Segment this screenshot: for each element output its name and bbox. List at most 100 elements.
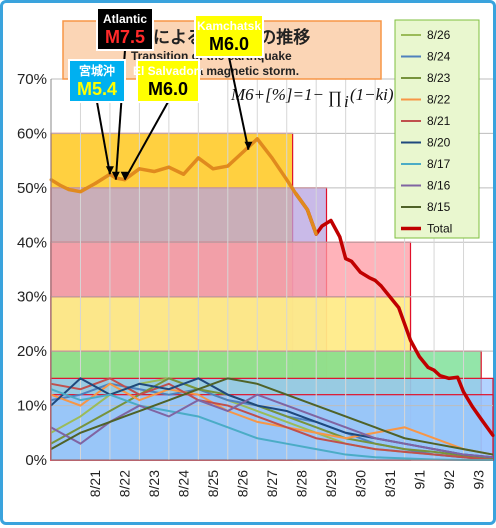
total-point xyxy=(314,232,318,236)
series-line-8-16 xyxy=(50,393,494,459)
total-point xyxy=(408,338,412,342)
formula: M6+[%]=1− ∏ i (1−ki) xyxy=(230,85,394,111)
x-tick-label: 9/2 xyxy=(441,470,457,490)
callout-arrow xyxy=(96,101,111,175)
x-tick-label: 8/24 xyxy=(176,470,192,497)
axes: 0% 10% 20% 30% 40% 50% 60% 70% 8/21 8/22 8/23 8/24 8… xyxy=(17,71,493,497)
legend-label: 8/24 xyxy=(427,50,451,64)
total-point xyxy=(491,434,495,438)
x-tick-label: 9/1 xyxy=(411,470,427,490)
total-point xyxy=(182,172,186,176)
callout-magnitude: M6.0 xyxy=(209,34,249,54)
series-line-8-17 xyxy=(50,388,493,461)
total-line-orange xyxy=(50,137,318,235)
total-point xyxy=(479,417,483,421)
legend-label: 8/20 xyxy=(427,136,451,150)
total-point xyxy=(58,183,62,187)
total-point xyxy=(367,276,371,280)
total-point xyxy=(417,355,421,359)
total-point xyxy=(320,224,324,228)
callout-arrowhead xyxy=(244,141,253,150)
y-tick-label: 30% xyxy=(17,289,47,306)
total-point xyxy=(285,178,289,182)
series-line-8-23 xyxy=(50,377,494,460)
callout-box xyxy=(68,59,126,103)
legend-label: Total xyxy=(427,222,452,236)
total-point xyxy=(255,137,259,141)
y-tick-label: 20% xyxy=(17,343,47,360)
x-tick-label: 9/3 xyxy=(470,470,486,490)
series-line-8-15 xyxy=(50,377,494,456)
legend-label: 8/23 xyxy=(427,71,451,85)
earthquake-probability-chart: 0%10%20%30%40%50%60%70%8/21 8/22 8/23 8/24 8… xyxy=(17,7,495,497)
callout-arrowhead xyxy=(105,166,114,175)
callout-magnitude: M7.5 xyxy=(105,27,145,47)
series-lines xyxy=(50,377,494,461)
x-tick-label: 8/26 xyxy=(235,470,251,497)
total-point xyxy=(305,208,309,212)
callout-box xyxy=(136,59,200,103)
total-point xyxy=(67,187,71,191)
formula-prod: ∏ xyxy=(328,88,342,107)
x-tick-label: 8/22 xyxy=(117,470,133,497)
total-point xyxy=(350,259,354,263)
x-tick-label: 8/31 xyxy=(382,470,398,497)
total-point xyxy=(447,376,451,380)
x-tick-label: 8/27 xyxy=(264,470,280,497)
callout-box xyxy=(194,14,264,58)
y-tick-label: 60% xyxy=(17,125,47,142)
total-point xyxy=(470,405,474,409)
formula-lhs: M6+[%]=1− xyxy=(230,85,324,104)
series-line-8-21 xyxy=(50,377,494,461)
total-point xyxy=(167,165,171,169)
callout-arrow xyxy=(228,56,250,150)
total-point xyxy=(462,390,466,394)
formula-rhs: (1−ki) xyxy=(350,85,394,104)
legend: 8/26 8/24 8/23 8/22 8/21 8/20 8/17 8/16 8/15 Tota… xyxy=(394,19,480,239)
total-point xyxy=(373,278,377,282)
callout-arrowhead xyxy=(120,171,129,180)
formula-sub: i xyxy=(344,92,349,111)
total-point xyxy=(78,190,82,194)
x-tick-label: 8/23 xyxy=(146,470,162,497)
callout-arrowhead xyxy=(111,171,120,180)
total-point xyxy=(403,322,407,326)
x-tick-label: 8/30 xyxy=(352,470,368,497)
total-point xyxy=(426,365,430,369)
total-point xyxy=(196,156,200,160)
x-tick-label: 8/28 xyxy=(293,470,309,497)
callout-magnitude: M6.0 xyxy=(148,79,188,99)
x-tick-label: 8/25 xyxy=(205,470,221,497)
callout-name: 宮城沖 xyxy=(79,63,115,78)
callout-arrow xyxy=(123,101,169,181)
total-point xyxy=(397,306,401,310)
series-line-8-22 xyxy=(50,382,494,456)
total-point xyxy=(137,167,141,171)
total-point xyxy=(294,191,298,195)
total-point xyxy=(211,167,215,171)
total-point xyxy=(379,284,383,288)
total-point xyxy=(226,164,230,168)
y-tick-label: 0% xyxy=(25,452,47,469)
legend-label: 8/22 xyxy=(427,93,451,107)
callout-magnitude: M5.4 xyxy=(77,79,117,99)
total-point xyxy=(344,257,348,261)
legend-label: 8/17 xyxy=(427,157,451,171)
chart-subtitle-line2: by a magnetic storm. xyxy=(179,64,299,78)
total-point xyxy=(329,219,333,223)
total-point xyxy=(456,375,460,379)
legend-label: 8/26 xyxy=(427,28,451,42)
y-tick-label: 40% xyxy=(17,234,47,251)
total-point xyxy=(152,170,156,174)
callout-box xyxy=(96,7,154,51)
total-point xyxy=(388,295,392,299)
callout-name: Atlantic xyxy=(103,12,147,26)
total-point xyxy=(241,150,245,154)
y-tick-label: 10% xyxy=(17,398,47,415)
total-point xyxy=(358,270,362,274)
legend-label: 8/15 xyxy=(427,200,451,214)
total-point xyxy=(438,374,442,378)
legend-label: 8/16 xyxy=(427,179,451,193)
